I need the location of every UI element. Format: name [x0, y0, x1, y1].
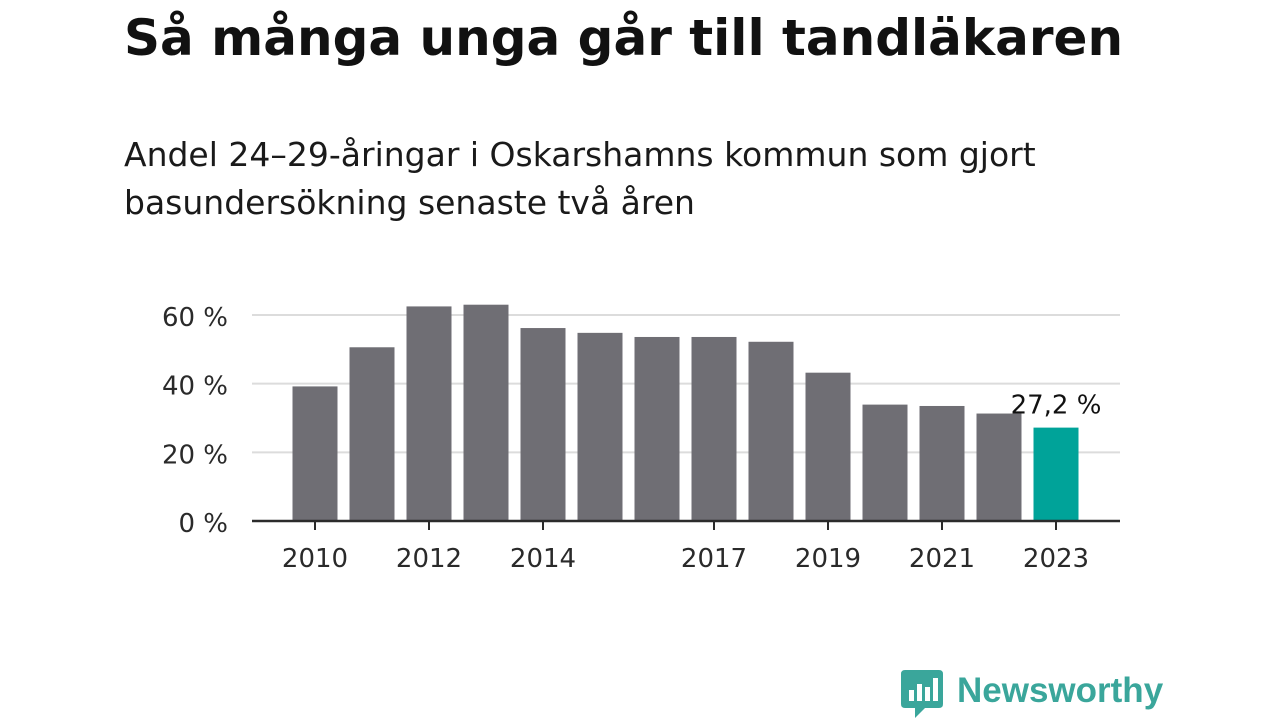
data-label: 27,2 %	[1011, 391, 1102, 421]
gridlines	[252, 314, 1120, 454]
bar-2019	[805, 372, 851, 521]
chart-title: Så många unga går till tandläkaren	[124, 9, 1124, 67]
bar-2017	[691, 336, 737, 521]
x-tick-label: 2014	[510, 544, 576, 574]
bar-2015	[577, 332, 623, 521]
bar-2013	[463, 304, 509, 521]
bar-2016	[634, 336, 680, 521]
brand-name: Newsworthy	[957, 671, 1164, 710]
bar-2022	[976, 413, 1022, 521]
x-tick-label: 2010	[282, 544, 348, 574]
y-tick-label: 60 %	[162, 303, 228, 333]
bar-2010	[292, 386, 338, 521]
labels: 0 % 20 % 40 % 60 % 2010 2012 2014 2017 2019 2021 2…	[162, 303, 1102, 574]
bar-2012	[406, 306, 452, 521]
bar-2018	[748, 341, 794, 521]
bar-2021	[919, 405, 965, 521]
y-tick-label: 40 %	[162, 372, 228, 402]
y-tick-label: 20 %	[162, 440, 228, 470]
axes	[252, 519, 1120, 530]
x-tick-label: 2021	[909, 544, 975, 574]
bar-2020	[862, 404, 908, 521]
bar-2023	[1033, 427, 1079, 521]
x-tick-label: 2019	[795, 544, 861, 574]
y-tick-label: 0 %	[178, 509, 228, 539]
bar-2011	[349, 347, 395, 521]
x-tick-label: 2012	[396, 544, 462, 574]
bar-2014	[520, 328, 566, 521]
x-tick-label: 2023	[1023, 544, 1089, 574]
newsworthy-chart-icon	[901, 670, 943, 718]
bars	[292, 304, 1079, 521]
bar-chart: 0 % 20 % 40 % 60 % 2010 2012 2014 2017 2019 2021 2…	[162, 303, 1120, 574]
chart-subtitle: Andel 24–29-åringar i Oskarshamns kommun…	[124, 135, 1036, 222]
x-tick-label: 2017	[681, 544, 747, 574]
